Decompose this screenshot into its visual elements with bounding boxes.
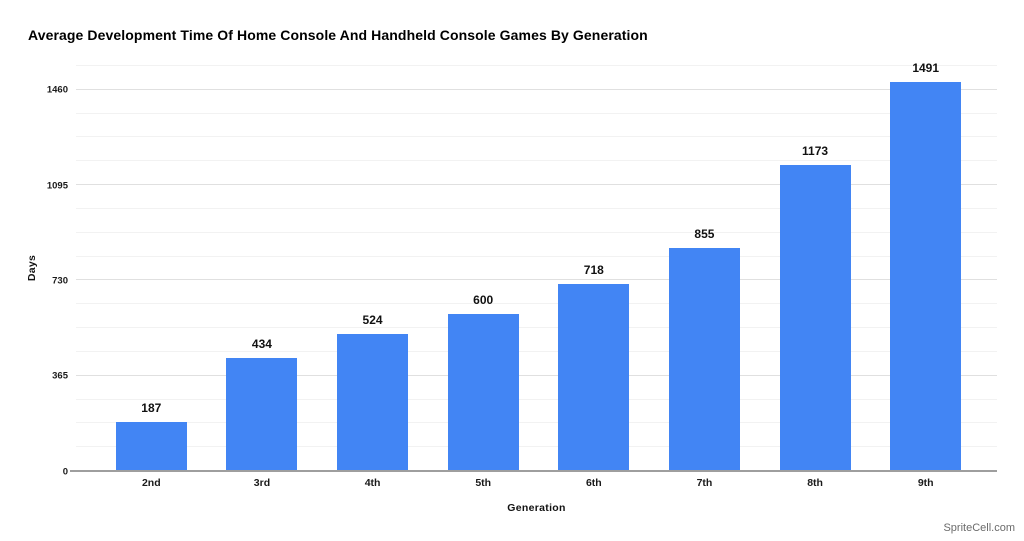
bar-value-label: 1491	[912, 60, 940, 75]
y-tick-label: 1460	[46, 84, 68, 96]
x-tick-label: 3rd	[253, 477, 271, 489]
bars-layer: 187 434 524 600 718 855 1173 1491	[96, 61, 981, 471]
minor-gridline	[76, 207, 997, 209]
x-tick-label: 2nd	[141, 477, 161, 489]
chart-title: Average Development Time Of Home Console…	[28, 27, 648, 43]
minor-gridline	[76, 398, 997, 400]
minor-gridline	[76, 303, 997, 305]
minor-gridline	[76, 112, 997, 114]
bar-value-label: 855	[694, 226, 715, 241]
plot-area: 0 365 730 1095 1460 187 434 524 600 718 855 1173 14…	[47, 61, 997, 477]
x-tick-label: 8th	[807, 477, 823, 489]
bar-7th[interactable]	[668, 247, 740, 471]
bar-6th[interactable]	[558, 283, 630, 471]
minor-gridline	[76, 327, 997, 329]
bar-3rd[interactable]	[226, 357, 298, 471]
x-tick-label: 4th	[364, 477, 381, 489]
bar-value-label: 718	[583, 262, 604, 277]
y-tick-label: 365	[52, 370, 68, 382]
minor-gridline	[76, 65, 997, 66]
x-tick-labels: 2nd 3rd 4th 5th 6th 7th 8th 9th	[96, 477, 981, 491]
bar-9th[interactable]	[890, 81, 962, 471]
y-tick-label: 1095	[46, 180, 68, 192]
y-tick-label: 730	[52, 275, 68, 287]
x-axis-title: Generation	[507, 502, 566, 514]
minor-gridline	[76, 422, 997, 424]
bar-5th[interactable]	[447, 314, 519, 471]
major-gridline	[76, 88, 997, 90]
x-tick-label: 6th	[585, 477, 602, 489]
bar-4th[interactable]	[337, 334, 409, 471]
y-tick-label: 0	[62, 466, 68, 477]
bar-value-label: 1173	[802, 143, 829, 158]
bar-value-label: 524	[362, 313, 383, 328]
watermark: SpriteCell.com	[943, 522, 1015, 534]
minor-gridline	[76, 446, 997, 448]
bar-8th[interactable]	[779, 164, 851, 471]
bar-value-label: 600	[473, 293, 494, 308]
bar-value-label: 434	[251, 336, 272, 351]
bar-2nd[interactable]	[115, 422, 187, 471]
major-gridline	[76, 184, 997, 186]
x-axis-line	[70, 470, 997, 472]
minor-gridline	[76, 136, 997, 138]
x-tick-label: 9th	[917, 477, 934, 489]
x-tick-label: 7th	[696, 477, 713, 489]
minor-gridline	[76, 160, 997, 162]
minor-gridline	[76, 255, 997, 257]
major-gridline	[76, 279, 997, 281]
x-tick-label: 5th	[475, 477, 492, 489]
minor-gridline	[76, 350, 997, 352]
minor-gridline	[76, 231, 997, 233]
bar-value-label: 187	[141, 401, 162, 416]
major-gridline	[76, 374, 997, 376]
